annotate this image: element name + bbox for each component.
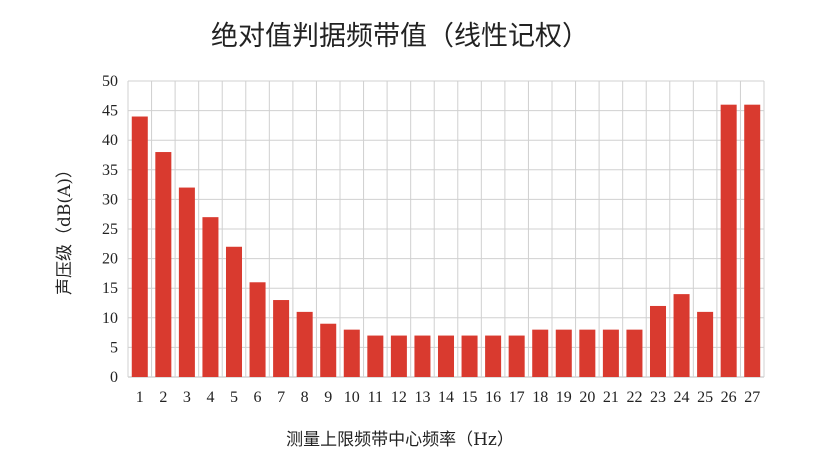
y-axis-label: 声压级（dB(A)） [55, 161, 75, 295]
bar [343, 329, 360, 377]
x-tick-label: 25 [697, 389, 713, 406]
x-tick-label: 13 [414, 389, 430, 406]
x-tick-label: 7 [277, 389, 285, 406]
x-tick-label: 27 [744, 389, 760, 406]
bar [178, 187, 195, 377]
y-tick-label: 25 [102, 221, 118, 238]
bar [579, 329, 596, 377]
x-tick-label: 12 [391, 389, 407, 406]
y-tick-label: 50 [102, 73, 118, 90]
x-tick-label: 2 [159, 389, 167, 406]
bar [390, 335, 407, 377]
x-tick-label: 4 [206, 389, 214, 406]
bar [131, 116, 148, 378]
bar [249, 282, 266, 377]
y-tick-label: 15 [102, 280, 118, 297]
x-tick-label: 23 [650, 389, 666, 406]
x-tick-label: 15 [462, 389, 478, 406]
bar [461, 335, 478, 377]
y-tick-label: 35 [102, 162, 118, 179]
x-tick-label: 16 [485, 389, 501, 406]
bar [296, 311, 313, 377]
chart-title: 绝对值判据频带值（线性记权） [211, 21, 589, 52]
x-tick-label: 14 [438, 389, 454, 406]
bar [367, 335, 384, 377]
y-tick-label: 45 [102, 103, 118, 120]
bar [555, 329, 572, 377]
bar [602, 329, 619, 377]
x-tick-label: 24 [674, 389, 690, 406]
y-axis-ticks: 0 5 10 15 20 25 30 35 40 45 50 [102, 73, 118, 386]
bars [131, 104, 761, 378]
y-tick-label: 30 [102, 191, 118, 208]
bar [273, 300, 290, 377]
bar [720, 104, 737, 378]
x-tick-label: 22 [626, 389, 642, 406]
x-tick-label: 20 [579, 389, 595, 406]
y-tick-label: 20 [102, 251, 118, 268]
x-tick-label: 19 [556, 389, 572, 406]
y-tick-label: 10 [102, 310, 118, 327]
bar [649, 305, 667, 377]
bar [697, 311, 714, 377]
bar [414, 335, 431, 377]
bar [673, 294, 690, 377]
y-tick-label: 5 [110, 339, 118, 356]
x-tick-label: 10 [344, 389, 360, 406]
x-axis-label: 测量上限频带中心频率（Hz） [286, 430, 514, 450]
x-tick-label: 11 [368, 389, 383, 406]
bar [155, 152, 172, 377]
x-tick-label: 3 [183, 389, 191, 406]
bar [437, 335, 455, 377]
x-tick-label: 18 [532, 389, 548, 406]
bar [508, 335, 525, 377]
bar [532, 329, 549, 377]
bar [744, 104, 761, 378]
x-tick-label: 6 [254, 389, 262, 406]
x-tick-label: 5 [230, 389, 238, 406]
y-tick-label: 40 [102, 132, 118, 149]
x-tick-label: 26 [721, 389, 737, 406]
x-tick-label: 8 [301, 389, 309, 406]
bar [202, 217, 219, 377]
x-tick-label: 9 [324, 389, 332, 406]
x-axis-ticks: 1 2 3 4 5 6 7 8 9 10 11 12 13 14 15 16 17 18 19 20 21 22 23 24 2… [136, 389, 760, 406]
bar [225, 246, 243, 377]
bar [485, 335, 502, 377]
x-tick-label: 17 [509, 389, 525, 406]
y-tick-label: 0 [110, 369, 118, 386]
bar [626, 329, 643, 377]
x-tick-label: 21 [603, 389, 619, 406]
bar [320, 323, 337, 377]
gridlines [127, 80, 765, 378]
x-tick-label: 1 [136, 389, 144, 406]
